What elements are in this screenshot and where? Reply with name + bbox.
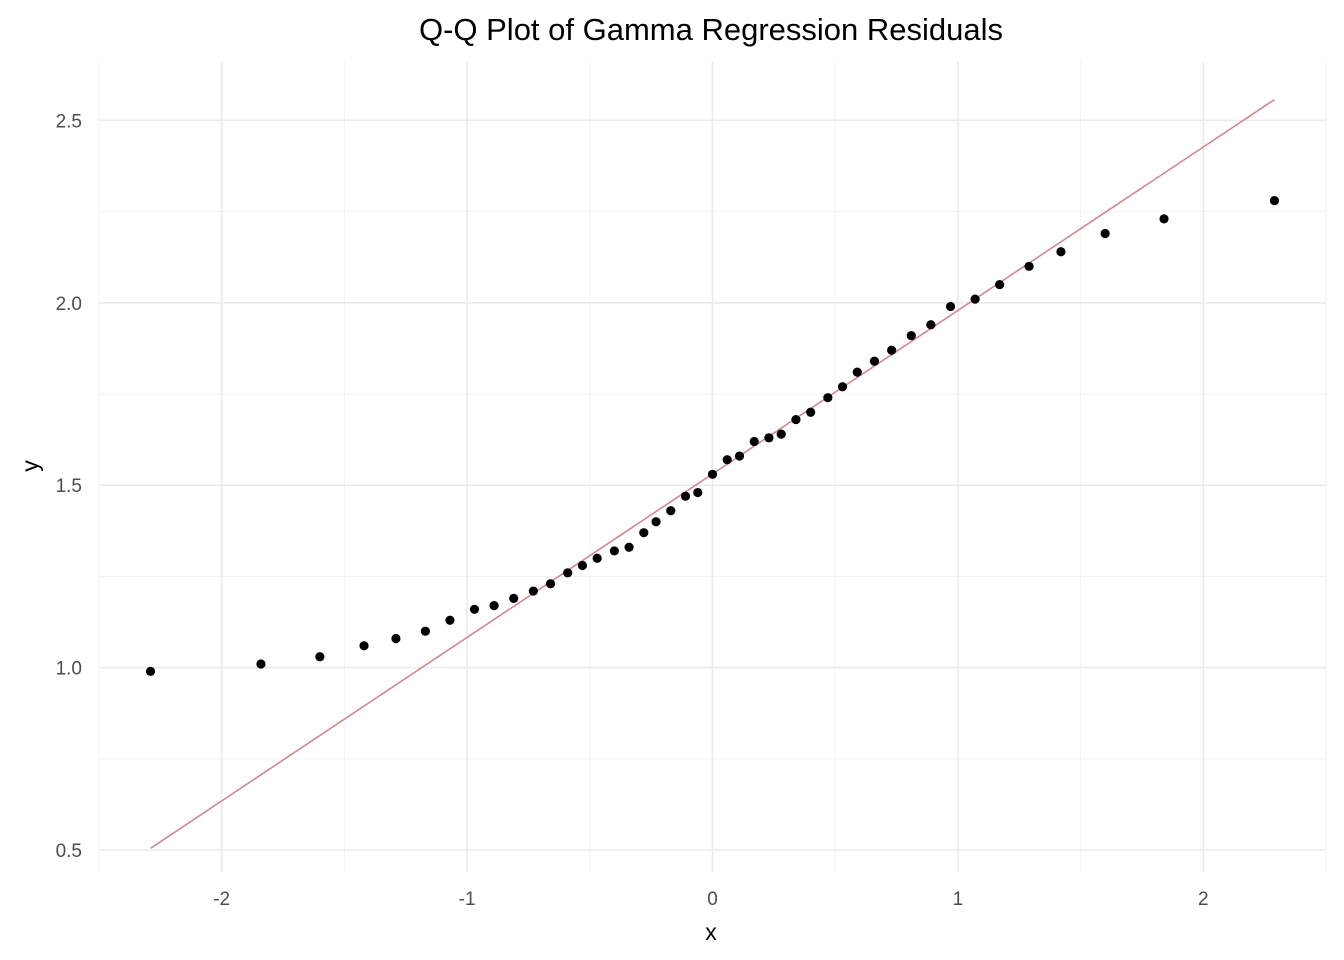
- data-point: [639, 528, 649, 538]
- points-layer: [145, 196, 1280, 676]
- data-point: [852, 367, 862, 377]
- data-point: [651, 517, 661, 527]
- data-point: [563, 568, 573, 578]
- data-point: [489, 601, 499, 611]
- data-point: [887, 345, 897, 355]
- data-point: [791, 414, 801, 425]
- x-tick-label: 1: [953, 889, 964, 910]
- x-axis-label: x: [705, 919, 717, 945]
- data-point: [528, 586, 538, 596]
- data-point: [707, 469, 718, 479]
- data-point: [256, 659, 266, 669]
- y-tick-label: 1.0: [56, 659, 82, 680]
- y-tick-label: 0.5: [56, 841, 82, 862]
- data-point: [577, 560, 588, 571]
- data-point: [545, 579, 556, 589]
- data-point: [722, 455, 732, 465]
- x-tick-label: -1: [459, 889, 476, 910]
- data-point: [391, 633, 401, 644]
- data-point: [869, 356, 880, 366]
- y-tick-label: 2.5: [56, 111, 82, 132]
- data-point: [1159, 214, 1169, 224]
- data-point: [734, 451, 745, 461]
- data-point: [1024, 261, 1034, 271]
- y-tick-label: 2.0: [56, 294, 82, 315]
- data-point: [970, 294, 980, 304]
- x-tick-label: 0: [707, 889, 718, 910]
- data-point: [666, 506, 676, 516]
- data-point: [420, 626, 430, 636]
- x-tick-label: 2: [1198, 889, 1209, 910]
- chart-title: Q-Q Plot of Gamma Regression Residuals: [419, 12, 1003, 47]
- data-point: [837, 382, 848, 392]
- data-point: [624, 542, 634, 552]
- y-axis-label: y: [17, 460, 43, 472]
- x-tick-label: -2: [213, 889, 230, 910]
- data-point: [1056, 247, 1066, 257]
- data-point: [509, 593, 519, 603]
- data-point: [823, 393, 833, 403]
- data-point: [1100, 228, 1110, 239]
- data-point: [145, 666, 156, 676]
- data-point: [315, 652, 325, 662]
- data-point: [806, 407, 816, 417]
- data-point: [926, 320, 936, 330]
- y-tick-labels: 0.5 1.0 1.5 2.0 2.5: [56, 111, 82, 862]
- data-point: [445, 615, 455, 625]
- data-point: [359, 641, 369, 651]
- data-point: [776, 429, 786, 439]
- data-point: [680, 491, 691, 501]
- data-point: [764, 433, 774, 443]
- major-gridlines: [99, 62, 1326, 872]
- data-point: [945, 301, 956, 312]
- data-point: [693, 487, 703, 498]
- data-point: [592, 553, 602, 563]
- data-point: [609, 546, 619, 556]
- x-tick-labels: -2 -1 0 1 2: [213, 889, 1208, 910]
- data-point: [995, 279, 1005, 290]
- data-point: [469, 604, 480, 614]
- data-point: [1269, 196, 1280, 206]
- y-tick-label: 1.5: [56, 476, 82, 497]
- data-point: [906, 331, 916, 341]
- data-point: [749, 436, 759, 447]
